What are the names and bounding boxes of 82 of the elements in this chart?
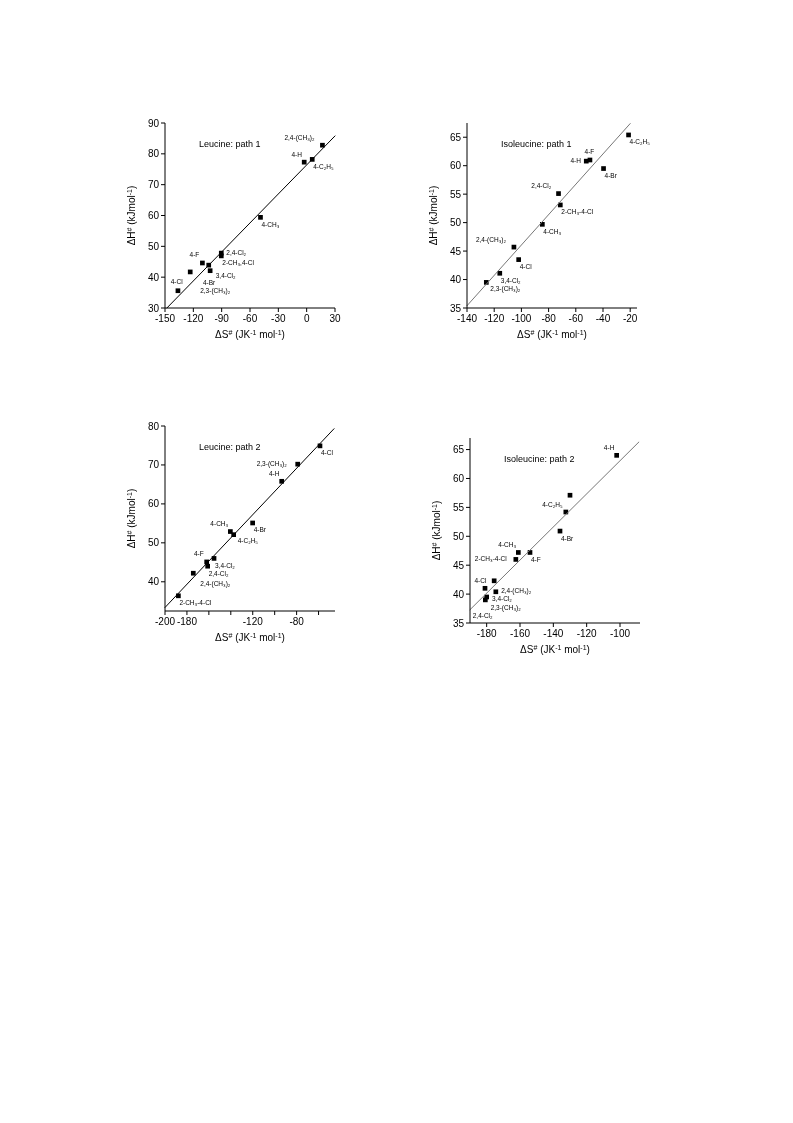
y-tick-label: 45 [452, 559, 465, 571]
y-tick-label: 60 [147, 498, 160, 510]
y-tick-label: 65 [449, 131, 462, 143]
y-tick-label: 45 [449, 245, 462, 257]
point [320, 142, 325, 148]
x-tick-label: -120 [484, 313, 505, 324]
y-tick-label: 55 [449, 188, 462, 200]
y-tick-label: 80 [147, 148, 160, 160]
x-tick-label: -60 [242, 313, 258, 324]
y-tick-label: 60 [452, 472, 465, 484]
y-tick-label: 40 [449, 274, 462, 286]
point [295, 461, 301, 467]
y-tick-label: 50 [449, 217, 462, 229]
y-tick-label: 35 [452, 617, 465, 629]
x-axis-title: ΔS$^{#}$ (JK$^{-1}$ mol$^{-1}$) [520, 643, 590, 655]
x-tick-label: -100 [511, 313, 532, 324]
text: Leucine: path 2 [199, 442, 261, 452]
x-tick-label: -120 [242, 616, 264, 627]
x-tick-label: -40 [595, 313, 611, 324]
text: Isoleucine: path 1 [501, 139, 572, 149]
point [190, 570, 196, 576]
x-tick-label: -180 [476, 628, 498, 639]
x-tick-label: -150 [154, 313, 176, 324]
x-tick-label: -120 [576, 628, 598, 639]
x-tick-label: -20 [622, 313, 638, 324]
y-tick-label: 70 [147, 179, 160, 191]
point [200, 260, 205, 266]
point [482, 585, 488, 591]
point [175, 288, 181, 294]
x-tick-label: 30 [329, 313, 341, 324]
point [614, 453, 620, 458]
point [583, 158, 589, 164]
y-tick-label: 50 [147, 537, 160, 549]
y-tick-label: 60 [449, 160, 462, 172]
x-tick-label: -80 [541, 313, 557, 324]
point [567, 492, 573, 498]
point [626, 132, 631, 138]
x-tick-label: -30 [271, 313, 286, 324]
y-tick-label: 60 [147, 210, 160, 221]
x-axis-title: ΔS$^{#}$ (JK$^{-1}$ mol$^{-1}$) [517, 328, 587, 340]
x-tick-label: 0 [303, 313, 310, 324]
point [601, 166, 606, 171]
y-tick-label: 40 [147, 576, 160, 588]
y-tick-label: 65 [452, 444, 465, 456]
point [556, 191, 561, 196]
x-tick-label: -120 [183, 313, 204, 324]
x-tick-label: -80 [289, 616, 305, 627]
x-tick-label: -100 [609, 628, 631, 639]
point [279, 478, 285, 484]
x-tick-label: -200 [154, 616, 176, 627]
y-tick-label: 35 [449, 302, 462, 314]
point [207, 268, 213, 274]
y-tick-label: 80 [147, 420, 160, 432]
y-tick-label: 50 [147, 240, 160, 252]
point [493, 589, 499, 595]
point [258, 215, 263, 220]
point [516, 257, 522, 262]
point [176, 593, 181, 599]
point [187, 269, 193, 275]
text: Leucine: path 1 [199, 139, 261, 149]
x-tick-label: -60 [568, 313, 584, 324]
x-tick-label: -140 [456, 313, 478, 324]
y-tick-label: 90 [147, 117, 160, 129]
point [301, 159, 307, 165]
point [250, 520, 255, 526]
y-tick-label: 70 [147, 459, 160, 471]
y-tick-label: 30 [147, 302, 160, 314]
point [513, 557, 519, 562]
text: Isoleucine: path 2 [504, 454, 575, 464]
y-tick-label: 40 [147, 271, 160, 283]
x-tick-label: -160 [509, 628, 531, 639]
point [491, 578, 497, 584]
y-tick-label: 40 [452, 588, 465, 600]
y-tick-label: 55 [452, 501, 465, 513]
x-axis-title: ΔS$^{#}$ (JK$^{-1}$ mol$^{-1}$) [215, 631, 285, 643]
x-tick-label: -140 [543, 628, 564, 639]
point [205, 563, 211, 569]
x-tick-label: -180 [176, 616, 198, 627]
y-tick-label: 50 [452, 530, 465, 542]
point [515, 550, 521, 555]
x-axis-title: ΔS$^{#}$ (JK$^{-1}$ mol$^{-1}$) [215, 328, 285, 340]
x-tick-label: -90 [214, 313, 230, 324]
